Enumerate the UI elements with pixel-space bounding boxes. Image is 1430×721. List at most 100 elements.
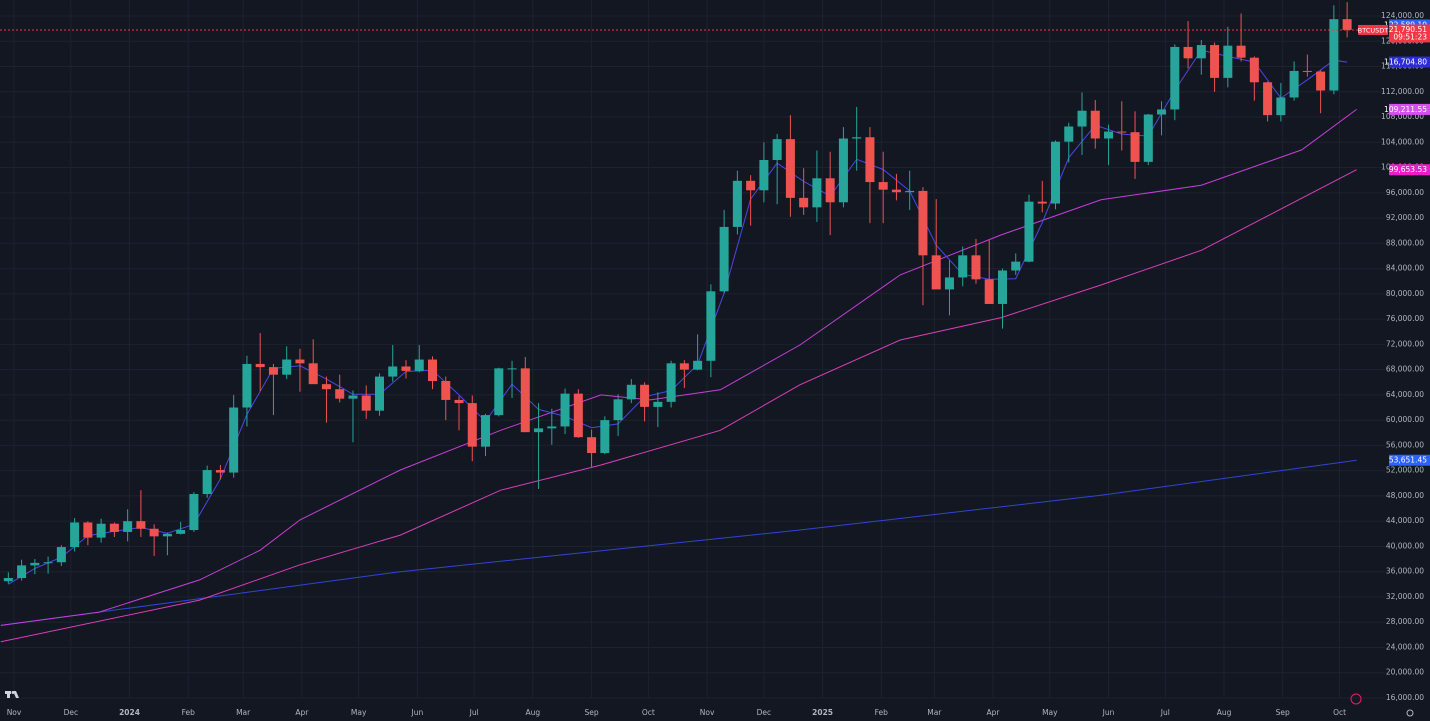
x-tick-label: Jun (1102, 708, 1115, 717)
candle-body (785, 139, 795, 198)
y-tick-label: 24,000.00 (1386, 642, 1424, 651)
y-tick-label: 108,000.00 (1381, 112, 1424, 121)
candle-body (96, 523, 106, 538)
candle-body (1276, 97, 1286, 116)
y-tick-label: 112,000.00 (1381, 87, 1424, 96)
y-tick-label: 48,000.00 (1386, 491, 1424, 500)
x-tick-label: Oct (1333, 708, 1346, 717)
y-tick-label: 104,000.00 (1381, 137, 1424, 146)
candle-body (1183, 46, 1193, 59)
candle-body (401, 366, 411, 371)
y-tick-label: 76,000.00 (1386, 314, 1424, 323)
candle-body (162, 533, 172, 537)
candle-body (1024, 201, 1034, 262)
candle-body (587, 437, 597, 453)
candle-body (1263, 82, 1273, 116)
logo-part (13, 691, 19, 698)
candle-body (1316, 71, 1326, 91)
candle-body (189, 494, 199, 531)
candle-body (507, 368, 517, 370)
x-tick-label: Apr (295, 708, 309, 717)
candle-body (136, 521, 146, 529)
line-value-label: 109,211.55 (1384, 105, 1427, 114)
candle-body (573, 393, 583, 438)
candle-body (825, 178, 835, 203)
x-tick-label: Feb (875, 708, 889, 717)
candle-body (282, 359, 292, 375)
candle-body (1143, 114, 1153, 162)
candle-body (202, 470, 212, 495)
candle-body (600, 420, 610, 453)
y-tick-label: 40,000.00 (1386, 541, 1424, 550)
candle-body (1037, 201, 1047, 204)
x-tick-label: Jul (1160, 708, 1170, 717)
candle-body (17, 565, 27, 579)
candle-body (83, 522, 93, 538)
candle-body (997, 270, 1007, 304)
plot (0, 2, 1385, 643)
x-tick-label: Feb (182, 708, 196, 717)
candle-body (640, 384, 650, 407)
y-tick-label: 92,000.00 (1386, 213, 1424, 222)
candle-body (838, 138, 848, 203)
candle-body (1302, 70, 1312, 72)
candle-body (1011, 261, 1021, 271)
candle-body (321, 384, 331, 390)
candle-body (414, 359, 424, 371)
candle-body (560, 393, 570, 427)
candle-body (1157, 109, 1167, 115)
candle-body (799, 197, 809, 208)
x-tick-label: Aug (1217, 708, 1232, 717)
x-tick-label: Sep (1276, 708, 1290, 717)
candle-body (547, 426, 557, 429)
candle-body (441, 380, 451, 400)
candle-body (494, 368, 504, 416)
logo-part (7, 691, 10, 698)
candle-body (693, 360, 703, 370)
candle-body (348, 395, 358, 399)
candle-body (1236, 45, 1246, 58)
candle-body (1170, 46, 1180, 110)
candle-body (1342, 19, 1352, 30)
candle-body (229, 407, 239, 473)
candle-body (388, 366, 398, 377)
countdown-label: 09:51:23 (1393, 32, 1427, 41)
candle-body (626, 384, 636, 400)
x-tick-label: Dec (757, 708, 772, 717)
moving-average-line (0, 169, 1357, 643)
line-value-label-box (1389, 164, 1430, 176)
y-tick-label: 80,000.00 (1386, 289, 1424, 298)
candle-body (944, 277, 954, 290)
last-price-box (1389, 24, 1430, 43)
alert-icon[interactable] (1350, 693, 1362, 705)
x-tick-label: 2025 (812, 708, 833, 717)
y-tick-label: 44,000.00 (1386, 516, 1424, 525)
settings-icon[interactable] (1406, 709, 1414, 717)
x-tick-label: Oct (642, 708, 655, 717)
moving-average-line (0, 459, 1357, 626)
candle-body (109, 523, 119, 532)
candle-body (1329, 19, 1339, 91)
candle-body (852, 137, 862, 139)
candle-body (43, 562, 53, 564)
candle-body (70, 522, 80, 548)
x-tick-label: May (351, 708, 367, 717)
candle-body (984, 279, 994, 304)
y-tick-label: 36,000.00 (1386, 567, 1424, 576)
x-tick-label: Apr (987, 708, 1001, 717)
symbol-box (1358, 24, 1388, 35)
x-tick-label: Mar (927, 708, 942, 717)
x-tick-label: Sep (584, 708, 598, 717)
candle-body (454, 399, 464, 404)
candle-body (255, 363, 265, 368)
axes: 16,000.00 20,000.00 24,000.00 28,000.00 32,0… (7, 11, 1430, 717)
candle-body (865, 137, 875, 183)
tradingview-logo (5, 691, 19, 698)
candle-body (931, 255, 941, 290)
candle-body (481, 415, 491, 447)
candle-body (812, 178, 822, 208)
x-tick-label: Mar (236, 708, 251, 717)
candle-body (520, 368, 530, 433)
candle-body (56, 547, 66, 563)
